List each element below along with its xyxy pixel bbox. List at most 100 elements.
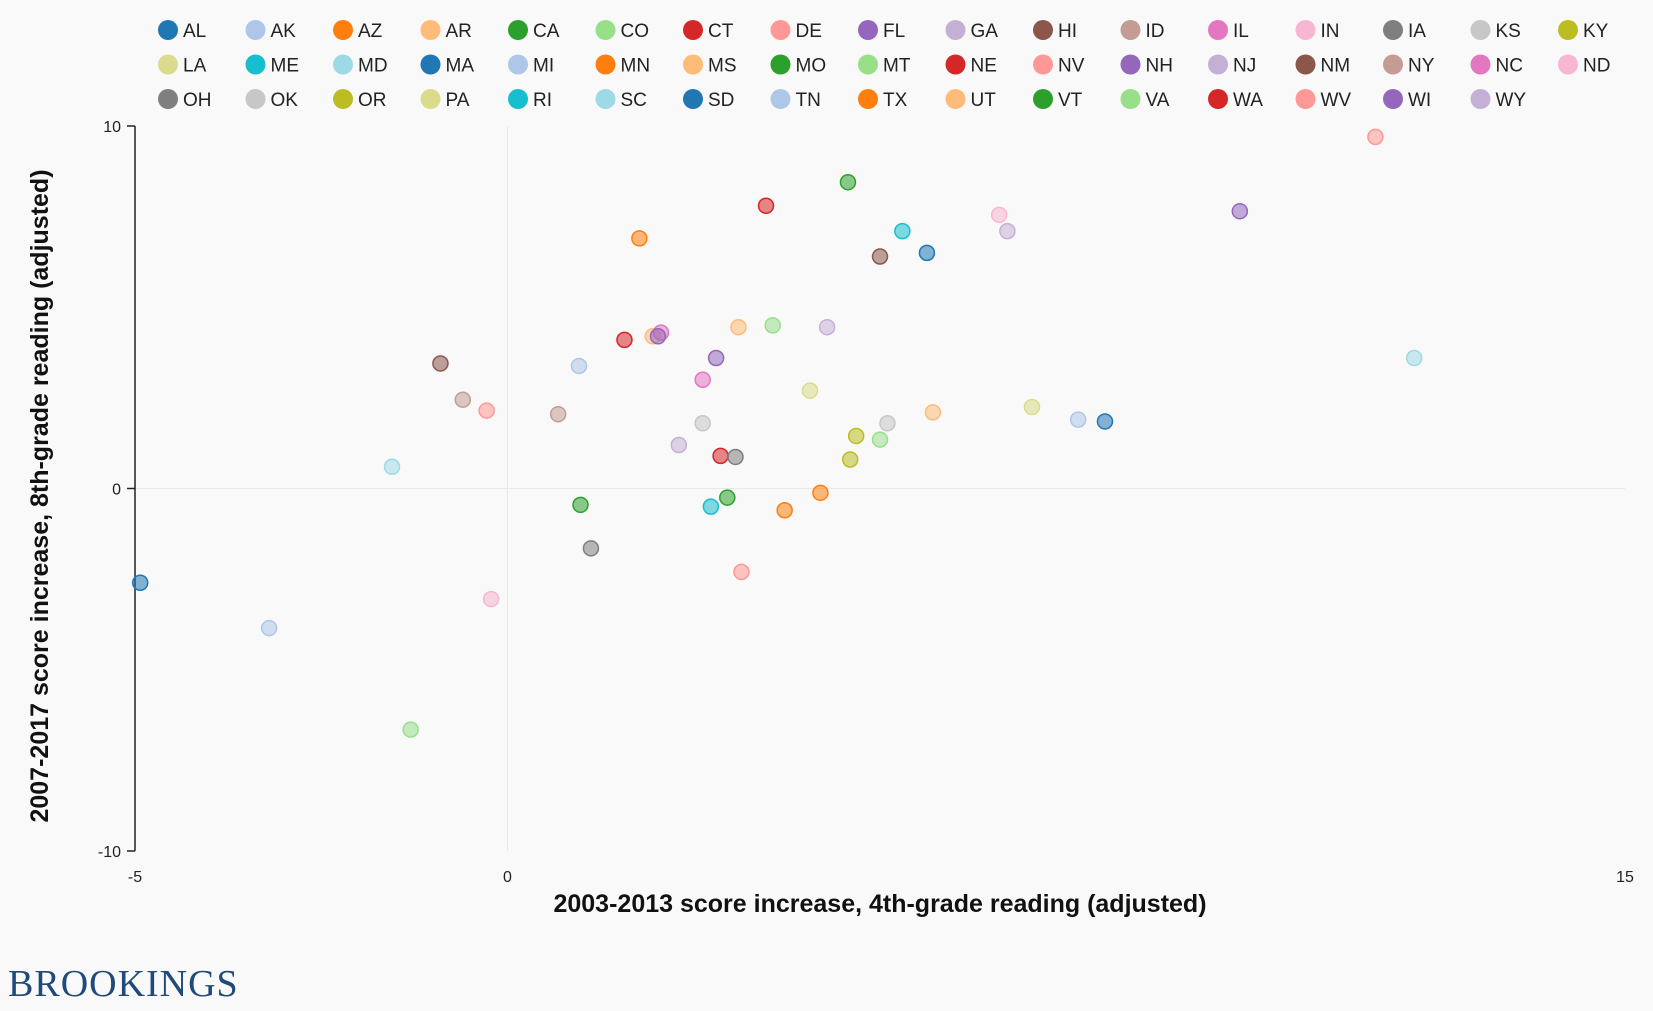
legend-item-ak[interactable]: AK	[245, 20, 297, 42]
legend-item-ks[interactable]: KS	[1470, 20, 1521, 42]
point-la[interactable]	[801, 382, 819, 399]
point-me[interactable]	[702, 498, 720, 515]
legend-item-in[interactable]: IN	[1295, 20, 1340, 42]
point-ar[interactable]	[730, 318, 747, 336]
legend-item-mi[interactable]: MI	[508, 54, 554, 77]
point-ks[interactable]	[694, 415, 711, 432]
point-nj[interactable]	[670, 436, 688, 454]
point-or[interactable]	[841, 451, 859, 468]
point-pa[interactable]	[1023, 398, 1041, 416]
point-mt[interactable]	[871, 431, 889, 448]
point-oh[interactable]	[727, 448, 744, 466]
point-ky[interactable]	[847, 427, 865, 445]
legend-item-ny[interactable]: NY	[1383, 54, 1435, 77]
point-wv[interactable]	[1367, 128, 1384, 146]
legend-item-oh[interactable]: OH	[158, 89, 212, 111]
legend-item-il[interactable]: IL	[1208, 20, 1249, 42]
legend-item-sd[interactable]: SD	[683, 89, 734, 111]
point-wy[interactable]	[999, 222, 1016, 240]
legend-item-hi[interactable]: HI	[1033, 20, 1077, 42]
legend-item-tx[interactable]: TX	[858, 89, 908, 111]
legend-item-wi[interactable]: WI	[1383, 89, 1431, 111]
legend-item-va[interactable]: VA	[1120, 89, 1170, 111]
point-wi[interactable]	[707, 349, 725, 367]
point-az[interactable]	[776, 502, 793, 519]
point-hi[interactable]	[871, 248, 889, 265]
legend-item-wv[interactable]: WV	[1295, 89, 1352, 111]
point-va[interactable]	[764, 317, 781, 334]
legend-item-ct[interactable]: CT	[683, 20, 734, 42]
legend-item-nm[interactable]: NM	[1295, 54, 1351, 77]
legend-item-al[interactable]: AL	[158, 20, 206, 42]
point-ga[interactable]	[818, 318, 836, 336]
legend-swatch	[1383, 20, 1403, 40]
point-ak[interactable]	[260, 619, 278, 637]
legend-item-mt[interactable]: MT	[858, 54, 911, 77]
point-ri[interactable]	[894, 222, 911, 240]
point-al[interactable]	[1096, 413, 1114, 430]
legend-item-co[interactable]: CO	[595, 20, 650, 42]
legend-item-nj[interactable]: NJ	[1208, 54, 1256, 77]
point-ia[interactable]	[582, 540, 600, 557]
legend-item-de[interactable]: DE	[770, 20, 822, 42]
legend-item-ca[interactable]: CA	[508, 20, 560, 42]
legend-item-ar[interactable]: AR	[420, 20, 472, 42]
legend-item-md[interactable]: MD	[333, 54, 388, 77]
point-tx[interactable]	[812, 484, 829, 502]
point-nm[interactable]	[432, 355, 449, 372]
point-ma[interactable]	[918, 244, 936, 262]
point-nd[interactable]	[482, 590, 500, 608]
legend-item-ms[interactable]: MS	[683, 54, 737, 77]
legend-item-me[interactable]: ME	[245, 54, 300, 77]
legend-item-ne[interactable]: NE	[945, 54, 997, 77]
legend-item-ri[interactable]: RI	[508, 89, 552, 111]
legend-item-mo[interactable]: MO	[770, 54, 827, 77]
point-ne[interactable]	[712, 447, 729, 465]
legend-item-nv[interactable]: NV	[1033, 54, 1085, 77]
legend-item-mn[interactable]: MN	[595, 54, 651, 77]
point-sc[interactable]	[1405, 349, 1423, 367]
legend-item-wa[interactable]: WA	[1208, 89, 1263, 111]
legend-swatch	[683, 20, 703, 40]
point-mo[interactable]	[572, 496, 589, 514]
point-tn[interactable]	[570, 357, 588, 375]
point-ok[interactable]	[879, 415, 896, 432]
point-vt[interactable]	[719, 489, 736, 506]
point-nv[interactable]	[733, 563, 750, 581]
legend-item-sc[interactable]: SC	[595, 89, 647, 111]
point-nc[interactable]	[694, 371, 711, 388]
point-ca[interactable]	[839, 173, 857, 191]
point-nh[interactable]	[649, 328, 667, 345]
point-de[interactable]	[478, 402, 495, 419]
legend-item-nh[interactable]: NH	[1120, 54, 1173, 77]
point-id[interactable]	[549, 405, 567, 423]
point-mn[interactable]	[631, 230, 648, 247]
legend-item-nc[interactable]: NC	[1470, 54, 1523, 77]
legend-item-tn[interactable]: TN	[770, 89, 821, 111]
point-co[interactable]	[402, 721, 419, 738]
legend-item-ma[interactable]: MA	[420, 54, 475, 77]
point-md[interactable]	[383, 458, 401, 475]
legend-item-ky[interactable]: KY	[1558, 20, 1609, 42]
legend-item-vt[interactable]: VT	[1033, 89, 1083, 111]
point-sd[interactable]	[131, 574, 149, 591]
legend-item-ok[interactable]: OK	[245, 89, 299, 111]
point-in[interactable]	[990, 206, 1008, 224]
legend-item-pa[interactable]: PA	[420, 89, 470, 111]
point-wa[interactable]	[616, 331, 633, 349]
legend-item-la[interactable]: LA	[158, 54, 207, 77]
legend-item-or[interactable]: OR	[333, 89, 387, 111]
legend-item-wy[interactable]: WY	[1470, 89, 1527, 111]
point-ct[interactable]	[757, 197, 775, 214]
legend-item-ut[interactable]: UT	[945, 89, 997, 111]
legend-item-ia[interactable]: IA	[1383, 20, 1426, 42]
legend-item-id[interactable]: ID	[1120, 20, 1165, 42]
legend-item-nd[interactable]: ND	[1558, 54, 1610, 77]
point-ny[interactable]	[454, 391, 472, 408]
legend-item-ga[interactable]: GA	[945, 20, 999, 42]
point-mi[interactable]	[1069, 411, 1087, 428]
point-ms[interactable]	[924, 404, 942, 421]
legend-item-az[interactable]: AZ	[333, 20, 383, 42]
point-fl[interactable]	[1231, 202, 1249, 220]
legend-item-fl[interactable]: FL	[858, 20, 905, 42]
